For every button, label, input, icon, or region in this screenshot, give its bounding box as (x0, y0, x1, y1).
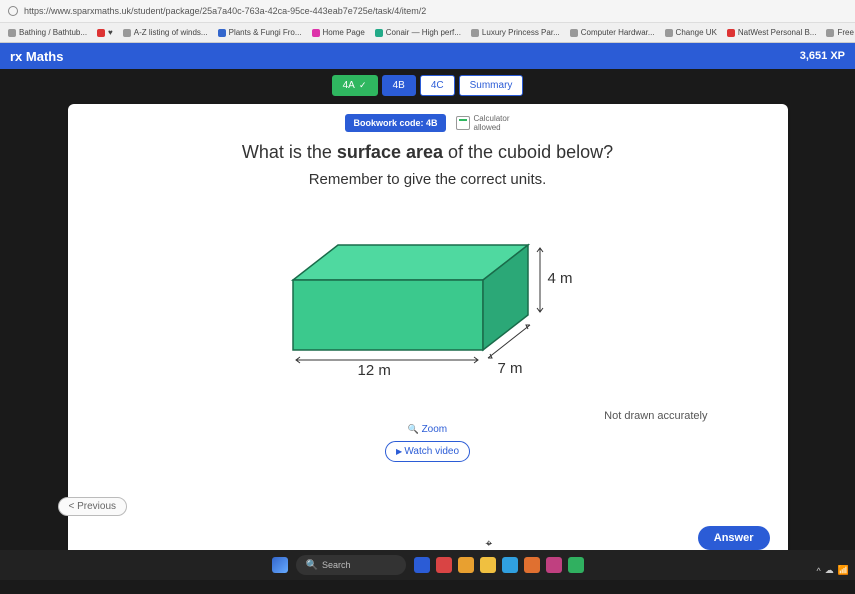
browser-chrome: https://www.sparxmaths.uk/student/packag… (0, 0, 855, 43)
taskbar-app-icon[interactable] (546, 557, 562, 573)
bookmark-item[interactable]: Luxury Princess Par... (471, 28, 560, 37)
app-title: rx Maths (10, 49, 63, 64)
bookmarks-bar: Bathing / Bathtub... ♥ A-Z listing of wind… (0, 22, 855, 42)
bookmark-item[interactable]: Home Page (312, 28, 365, 37)
question-meta: Bookwork code: 4B Calculator allowed (88, 114, 768, 132)
taskbar-app-icon[interactable] (458, 557, 474, 573)
dim-width: 7 m (498, 360, 523, 377)
dim-height: 4 m (548, 270, 573, 287)
windows-taskbar[interactable]: 🔍 Search (0, 550, 855, 580)
bookmark-item[interactable]: Computer Hardwar... (570, 28, 655, 37)
cuboid-svg (248, 200, 608, 410)
answer-button[interactable]: Answer (698, 526, 770, 550)
tab-summary[interactable]: Summary (459, 75, 524, 96)
bookmark-item[interactable]: Free Online YouTub... (826, 28, 855, 37)
taskbar-app-icon[interactable] (524, 557, 540, 573)
bookmark-favicon (218, 29, 226, 37)
search-icon: 🔍 (306, 560, 318, 571)
bookmark-favicon (570, 29, 578, 37)
calc-text-1: Calculator (474, 114, 510, 123)
start-icon[interactable] (272, 557, 288, 573)
site-info-icon[interactable] (8, 6, 18, 16)
question-card: Bookwork code: 4B Calculator allowed Wha… (68, 104, 788, 558)
bookmark-favicon (727, 29, 735, 37)
bookmark-favicon (665, 29, 673, 37)
bookmark-favicon (471, 29, 479, 37)
taskbar-app-icon[interactable] (502, 557, 518, 573)
xp-counter: 3,651 XP (800, 50, 845, 62)
tab-4a-label: 4A (343, 80, 355, 91)
cursor-icon: ⌖ (486, 536, 493, 551)
address-bar[interactable]: https://www.sparxmaths.uk/student/packag… (0, 0, 855, 22)
taskbar-app-icon[interactable] (414, 557, 430, 573)
calculator-allowed: Calculator allowed (456, 114, 510, 132)
bookmark-favicon (375, 29, 383, 37)
taskbar-app-icon[interactable] (568, 557, 584, 573)
taskbar-app-icons (414, 557, 584, 573)
bookmark-favicon (8, 29, 16, 37)
bookmark-item[interactable]: Change UK (665, 28, 717, 37)
tab-4b[interactable]: 4B (382, 75, 416, 96)
tab-4c[interactable]: 4C (420, 75, 455, 96)
zoom-button[interactable]: Zoom (88, 424, 768, 435)
question-line-1: What is the surface area of the cuboid b… (88, 142, 768, 163)
taskbar-search[interactable]: 🔍 Search (296, 555, 406, 575)
system-tray[interactable]: ^ ☁ 📶 (817, 565, 849, 576)
chevron-up-icon[interactable]: ^ (817, 566, 821, 576)
bookmark-item[interactable]: Bathing / Bathtub... (8, 28, 87, 37)
calculator-icon (456, 116, 470, 130)
question-line-2: Remember to give the correct units. (88, 171, 768, 188)
bookmark-item[interactable]: Conair — High perf... (375, 28, 461, 37)
app-header: rx Maths 3,651 XP (0, 43, 855, 69)
taskbar-search-placeholder: Search (322, 560, 351, 570)
wifi-icon[interactable]: 📶 (838, 565, 849, 576)
question-tabs: 4A ✓ 4B 4C Summary (0, 69, 855, 100)
taskbar-app-icon[interactable] (480, 557, 496, 573)
accuracy-note: Not drawn accurately (88, 410, 768, 422)
taskbar-app-icon[interactable] (436, 557, 452, 573)
watch-video-button[interactable]: Watch video (385, 441, 470, 462)
dim-length: 12 m (358, 362, 391, 379)
bookwork-code: Bookwork code: 4B (345, 114, 445, 132)
calc-text-2: allowed (474, 123, 510, 132)
url-text: https://www.sparxmaths.uk/student/packag… (24, 6, 847, 16)
bookmark-favicon (312, 29, 320, 37)
bookmark-item[interactable]: Plants & Fungi Fro... (218, 28, 302, 37)
bookmark-favicon (97, 29, 105, 37)
bookmark-favicon (123, 29, 131, 37)
bookmark-item[interactable]: NatWest Personal B... (727, 28, 817, 37)
previous-button[interactable]: < Previous (58, 497, 128, 516)
check-icon: ✓ (359, 80, 367, 90)
bookmark-item[interactable]: ♥ (97, 28, 113, 37)
bookmark-item[interactable]: A-Z listing of winds... (123, 28, 208, 37)
cuboid-figure: 4 m 7 m 12 m (248, 200, 608, 410)
bookmark-favicon (826, 29, 834, 37)
tab-4a[interactable]: 4A ✓ (332, 75, 378, 96)
cloud-icon[interactable]: ☁ (825, 565, 834, 576)
